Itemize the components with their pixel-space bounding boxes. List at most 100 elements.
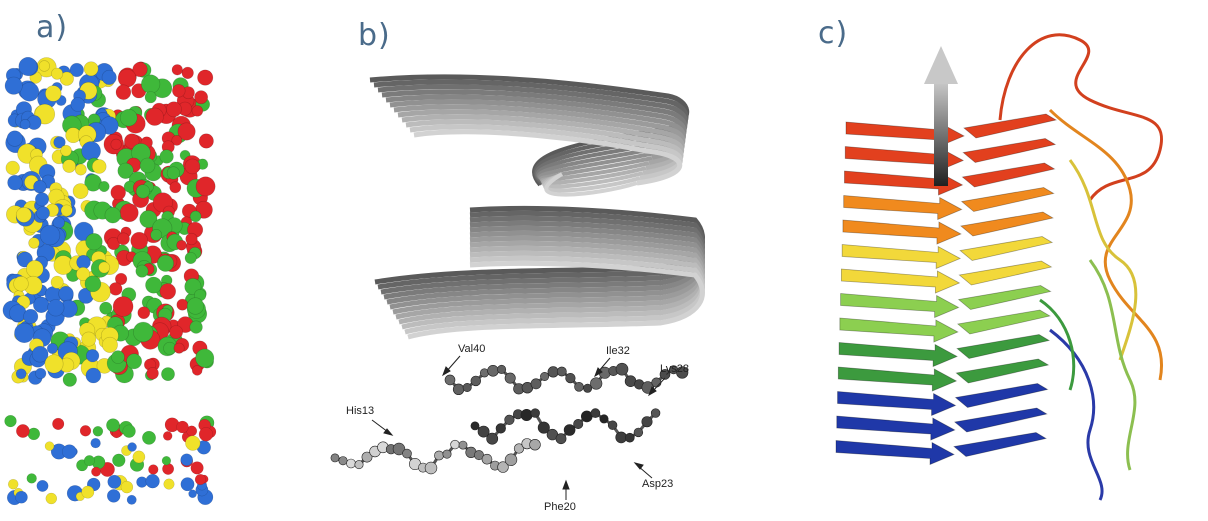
- atom-ball: [442, 449, 452, 459]
- fibril-side-view: [2, 56, 216, 387]
- beta-solenoid-ribbon-image: [835, 33, 1163, 501]
- atom-ball: [607, 420, 618, 430]
- atom-ball: [452, 383, 465, 395]
- atom-ball: [487, 364, 499, 377]
- beta-strand-arrow: [836, 415, 956, 441]
- ball-and-stick-model: [330, 362, 689, 475]
- panel-c-label: c): [818, 16, 849, 51]
- surface-layer: [2, 296, 208, 341]
- atom-ball: [361, 451, 373, 463]
- atom-ball: [520, 408, 533, 421]
- atom-ball: [565, 373, 576, 384]
- atom-ball: [615, 362, 629, 376]
- fibril-top-view: [4, 414, 217, 506]
- panel-b-label: b): [358, 18, 391, 53]
- atom-ball: [547, 366, 559, 378]
- atom-ball: [354, 460, 364, 470]
- beta-strand-arrow: [841, 244, 962, 270]
- residue-label-val40: Val40: [458, 343, 486, 355]
- surface-model-image: [2, 56, 217, 506]
- residue-arrows: [371, 355, 666, 500]
- beta-strand-arrow: [842, 219, 962, 245]
- atom-ball: [529, 439, 541, 451]
- surface-layer: [4, 56, 214, 102]
- beta-strand-segment: [957, 285, 1052, 310]
- atom-ball: [633, 427, 644, 438]
- atom-ball: [495, 423, 506, 434]
- residue-label-ile32: Ile32: [606, 345, 630, 357]
- beta-strand-segment: [960, 211, 1054, 237]
- residue-label-asp23: Asp23: [642, 478, 674, 490]
- atom-ball: [676, 366, 689, 379]
- atom-ball: [434, 450, 444, 461]
- ribbon-strand-lower: [392, 235, 705, 315]
- atom-ball: [392, 442, 406, 456]
- beta-strand-segment: [953, 432, 1048, 457]
- residue-label-lys28: Lys28: [660, 363, 689, 375]
- atom-ball: [450, 439, 460, 450]
- atom-ball: [583, 383, 593, 393]
- atom-ball: [481, 453, 493, 465]
- beta-strand-arrow: [835, 440, 955, 466]
- atom-ball: [330, 453, 340, 463]
- residue-label-his13: His13: [346, 405, 375, 417]
- atom-ball: [338, 456, 348, 466]
- atom-ball: [402, 448, 412, 459]
- beta-strand-arrow: [840, 268, 961, 294]
- atom-ball: [563, 424, 576, 436]
- loop-coils: [998, 33, 1163, 501]
- atom-ball: [530, 378, 542, 390]
- beta-strand-segment: [963, 113, 1058, 139]
- surface-layer: [14, 321, 208, 365]
- atom-ball: [504, 414, 515, 425]
- beta-strand-segment: [959, 236, 1054, 261]
- beta-strand-arrow: [837, 366, 958, 392]
- ribbon-strand-lower: [395, 240, 705, 320]
- atom-ball: [497, 364, 507, 374]
- beta-strand-arrow: [840, 293, 960, 319]
- axis-arrow: [924, 46, 958, 186]
- atom-ball: [650, 408, 661, 418]
- beta-strand-arrow: [838, 342, 959, 368]
- beta-strand-segment: [962, 138, 1057, 163]
- atom-ball: [556, 366, 567, 377]
- atom-ball: [641, 416, 653, 428]
- ribbon-strand-lower: [401, 250, 705, 330]
- panel-a-label: a): [36, 10, 69, 45]
- beta-strand-arrow: [843, 195, 963, 221]
- beta-strand-segment: [953, 407, 1048, 433]
- beta-strand-segment: [960, 187, 1055, 212]
- ribbon-strand-lower: [398, 245, 705, 325]
- grey-ribbon-stack: [369, 74, 705, 340]
- beta-strand-segment: [955, 358, 1050, 384]
- beta-strand-arrow: [839, 317, 959, 343]
- atom-ball: [470, 375, 482, 387]
- atom-ball: [659, 369, 671, 380]
- beta-strand-stack: [835, 113, 1058, 466]
- atom-ball: [424, 461, 438, 475]
- atom-ball: [504, 372, 516, 384]
- atom-ball: [599, 414, 609, 424]
- ribbon-and-ballstick-image: [330, 74, 705, 500]
- beta-strand-segment: [958, 260, 1053, 286]
- panel-c: c): [790, 0, 1208, 521]
- atom-ball: [530, 408, 540, 418]
- atom-ball: [651, 377, 662, 388]
- atom-ball: [458, 440, 468, 450]
- beta-strand-segment: [956, 334, 1051, 359]
- atom-ball: [497, 461, 509, 473]
- surface-layer: [8, 275, 207, 316]
- surface-layer: [11, 344, 215, 387]
- beta-strand-segment: [956, 309, 1051, 335]
- beta-strand-arrow: [837, 391, 957, 417]
- atom-ball: [537, 421, 550, 434]
- atom-ball: [624, 432, 635, 443]
- residue-label-phe20: Phe20: [544, 501, 576, 513]
- atom-ball: [470, 421, 480, 431]
- atom-ball: [555, 433, 567, 445]
- panel-a: a): [0, 0, 300, 521]
- atom-ball: [477, 425, 490, 438]
- atom-ball: [504, 453, 518, 466]
- atom-ball: [574, 381, 584, 392]
- atom-ball: [590, 408, 601, 418]
